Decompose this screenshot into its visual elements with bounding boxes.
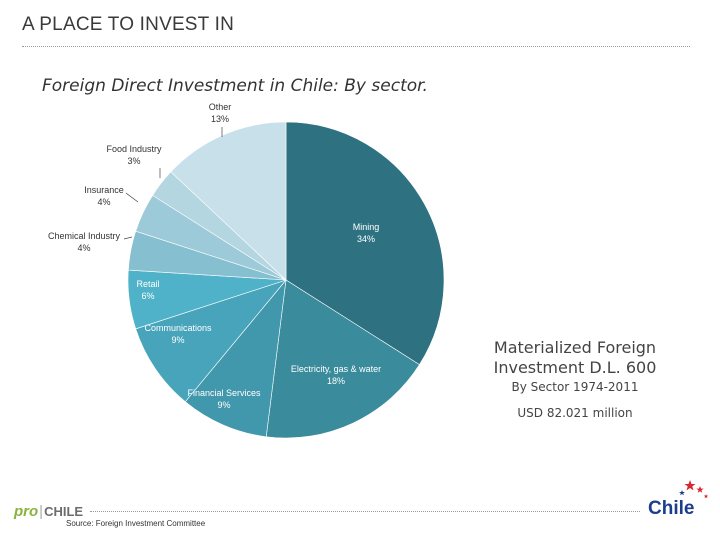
prochile-logo: pro|CHILE bbox=[14, 503, 83, 520]
chile-brand-logo: Chile bbox=[648, 478, 710, 524]
pie-slice-communications bbox=[135, 279, 287, 403]
slice-value-electricity-gas-water: 18% bbox=[327, 376, 345, 386]
slice-label-chemical-industry: Chemical Industry bbox=[48, 231, 121, 241]
source-note: Source: Foreign Investment Committee bbox=[66, 519, 206, 528]
pie-slice-electricity-gas-water bbox=[265, 279, 420, 439]
chile-brand-text: Chile bbox=[648, 498, 695, 519]
leader-line-insurance bbox=[125, 192, 139, 203]
prochile-pro-text: pro bbox=[14, 503, 39, 520]
slice-label-mining: Mining bbox=[353, 222, 380, 232]
slice-value-mining: 34% bbox=[357, 234, 375, 244]
slice-value-insurance: 4% bbox=[97, 197, 110, 207]
slice-value-chemical-industry: 4% bbox=[77, 243, 90, 253]
top-divider bbox=[22, 46, 690, 47]
slice-value-retail: 6% bbox=[141, 291, 154, 301]
slice-label-insurance: Insurance bbox=[84, 185, 124, 195]
leader-line-chemical-industry bbox=[123, 236, 133, 240]
slice-label-other: Other bbox=[209, 102, 232, 112]
slice-label-food-industry: Food Industry bbox=[106, 144, 162, 154]
slice-label-financial-services: Financial Services bbox=[187, 388, 261, 398]
info-title-line2: Investment D.L. 600 bbox=[493, 358, 657, 377]
slice-value-food-industry: 3% bbox=[127, 156, 140, 166]
info-subtitle: By Sector 1974-2011 bbox=[511, 380, 639, 394]
info-title-line1: Materialized Foreign bbox=[493, 338, 657, 357]
star-cluster-icon bbox=[679, 480, 709, 499]
slice-value-communications: 9% bbox=[171, 335, 184, 345]
slice-label-electricity-gas-water: Electricity, gas & water bbox=[291, 364, 381, 374]
slice-label-retail: Retail bbox=[136, 279, 159, 289]
slice-value-other: 13% bbox=[211, 114, 229, 124]
prochile-divider: | bbox=[39, 503, 44, 520]
pie-slice-financial-services bbox=[184, 279, 287, 438]
slice-value-financial-services: 9% bbox=[217, 400, 230, 410]
prochile-chile-text: CHILE bbox=[44, 504, 84, 519]
info-box: Materialized Foreign Investment D.L. 600… bbox=[470, 338, 680, 420]
chart-title: Foreign Direct Investment in Chile: By s… bbox=[42, 76, 428, 96]
bottom-divider bbox=[90, 511, 640, 512]
slice-label-communications: Communications bbox=[144, 323, 212, 333]
info-amount: USD 82.021 million bbox=[517, 406, 633, 420]
pie-slice-other bbox=[170, 121, 287, 281]
pie-slice-mining bbox=[285, 121, 445, 366]
slide-title: A PLACE TO INVEST IN bbox=[22, 14, 235, 35]
